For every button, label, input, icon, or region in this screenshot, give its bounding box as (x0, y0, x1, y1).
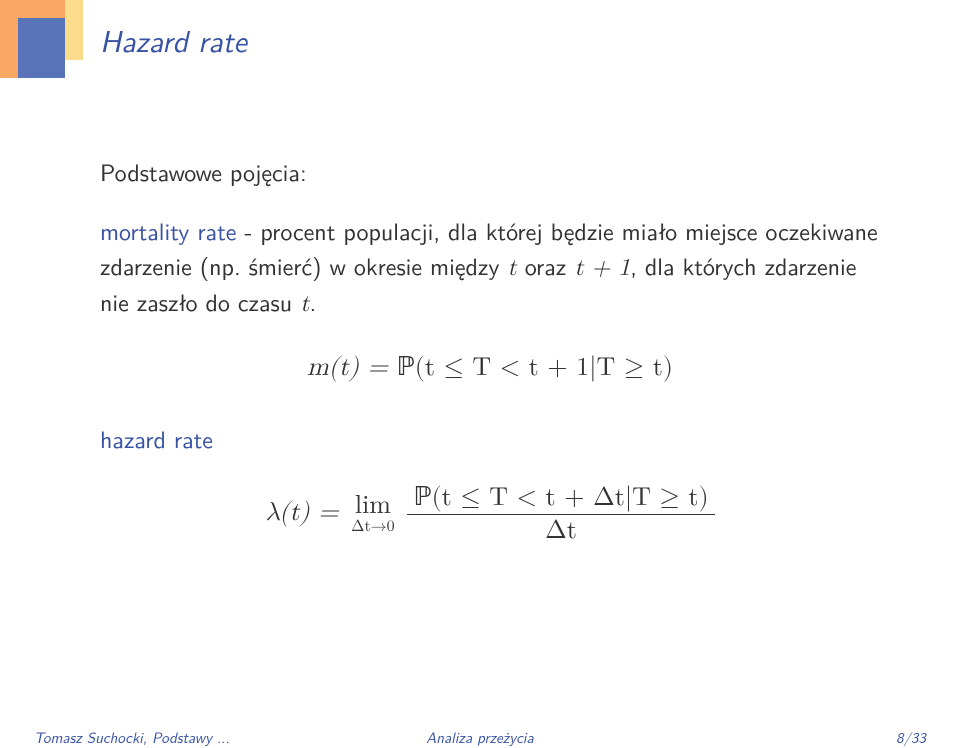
fraction-num: ℙ(t ≤ T < t + Δt|T ≥ t) (407, 483, 714, 516)
eq2-lim: lim (355, 493, 391, 519)
mortality-term: mortality rate (100, 213, 236, 248)
slide-content: Podstawowe pojęcia: mortality rate - pro… (100, 155, 880, 580)
deco-blue-below (18, 60, 65, 78)
equation-hazard: λ(t) = lim Δt→0 ℙ(t ≤ T < t + Δt|T ≥ t) … (100, 483, 880, 546)
fraction-den: Δt (545, 515, 577, 546)
mortality-paragraph: mortality rate - procent populacji, dla … (100, 214, 880, 322)
equation-mortality: m(t) = ℙ(t ≤ T < t + 1|T ≥ t) (100, 348, 880, 388)
eq2-num-prob: ℙ (413, 482, 431, 511)
fraction: ℙ(t ≤ T < t + Δt|T ≥ t) Δt (407, 483, 714, 546)
deco-yellow (65, 0, 83, 60)
hazard-term: hazard rate (100, 421, 213, 456)
intro-line: Podstawowe pojęcia: (100, 155, 880, 190)
footer-page: 8/33 (896, 726, 926, 748)
eq2-lim-sub: Δt→0 (351, 519, 395, 535)
var-t-2: t + 1 (574, 256, 630, 280)
limit-block: lim Δt→0 (351, 493, 395, 535)
eq2-num-rest: (t ≤ T < t + Δt|T ≥ t) (432, 485, 709, 511)
mortality-text-2: oraz (517, 248, 575, 283)
eq1-rhs: (t ≤ T < t + 1|T ≥ t) (415, 355, 673, 381)
deco-blue-top (18, 18, 65, 60)
deco-orange-top (0, 0, 65, 18)
eq2-lambda: λ(t) = (265, 500, 347, 526)
slide-title: Hazard rate (100, 18, 247, 62)
hazard-paragraph: hazard rate (100, 422, 880, 457)
eq1-lhs: m(t) = (307, 355, 397, 381)
var-t-1: t (507, 256, 516, 280)
eq1-prob: ℙ (396, 352, 414, 381)
footer-author: Tomasz Suchocki, Podstawy ... (34, 726, 230, 748)
mortality-period: . (309, 284, 316, 319)
deco-orange-left (0, 18, 18, 78)
footer-title: Analiza przeżycia (426, 726, 533, 748)
